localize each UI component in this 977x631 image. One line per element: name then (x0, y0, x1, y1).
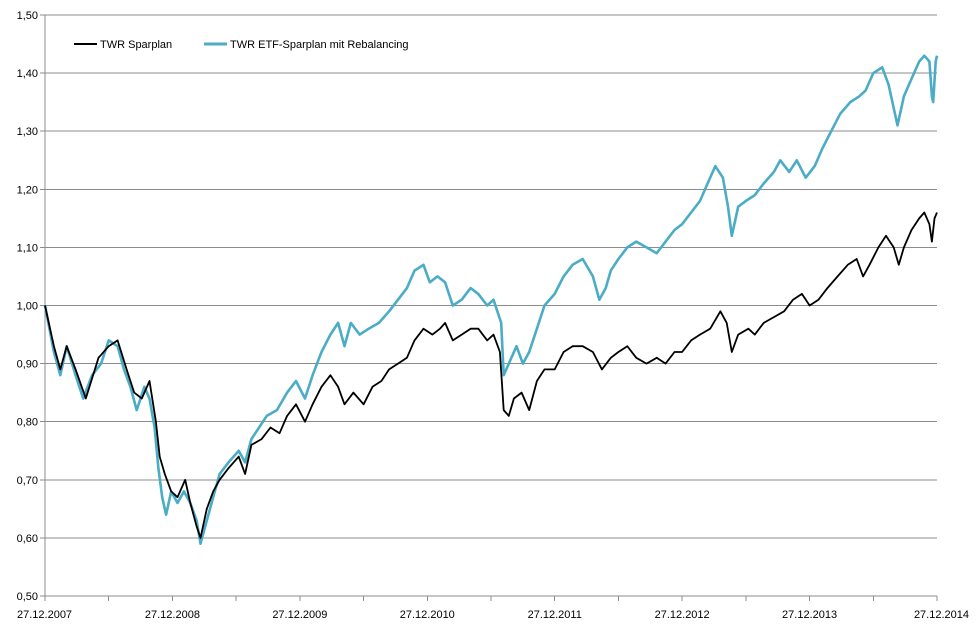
y-tick-label: 1,40 (17, 68, 38, 80)
axes (44, 15, 938, 601)
y-axis-tick-labels: 0,50 0,60 0,70 0,80 0,90 1,00 1,10 1,20 1,30 1,40… (17, 10, 38, 603)
series-lines (43, 54, 939, 545)
x-tick-label: 27.12.2009 (272, 609, 327, 621)
x-tick-label: 27.12.2008 (145, 609, 200, 621)
y-tick-label: 0,80 (17, 417, 38, 429)
x-tick-label: 27.12.2007 (17, 609, 72, 621)
legend-item-sparplan: TWR Sparplan (74, 39, 172, 51)
y-tick-label: 0,60 (17, 533, 38, 545)
y-tick-label: 0,70 (17, 475, 38, 487)
legend-label: TWR ETF-Sparplan mit Rebalancing (230, 39, 409, 51)
x-tick-label: 27.12.2014 (914, 609, 969, 621)
x-tick-label: 27.12.2010 (400, 609, 455, 621)
x-tick-label: 27.12.2013 (782, 609, 837, 621)
series-line-sparplan (44, 211, 938, 539)
legend-item-etf-rebalancing: TWR ETF-Sparplan mit Rebalancing (204, 39, 409, 51)
y-tick-label: 1,30 (17, 126, 38, 138)
x-axis-tick-labels: 27.12.2007 27.12.2008 27.12.2009 27.12.2010… (17, 609, 969, 621)
y-tick-label: 1,20 (17, 184, 38, 196)
x-tick-label: 27.12.2011 (528, 609, 582, 621)
legend: TWR Sparplan TWR ETF-Sparplan mit Rebalan… (74, 39, 409, 51)
legend-label: TWR Sparplan (100, 39, 172, 51)
y-tick-label: 0,90 (17, 359, 38, 371)
y-tick-label: 1,10 (17, 242, 38, 254)
x-tick-label: 27.12.2012 (655, 609, 710, 621)
y-tick-label: 1,00 (17, 301, 38, 313)
series-line-etf-rebalancing (43, 54, 939, 545)
y-tick-label: 1,50 (17, 10, 38, 22)
y-tick-label: 0,50 (17, 591, 38, 603)
